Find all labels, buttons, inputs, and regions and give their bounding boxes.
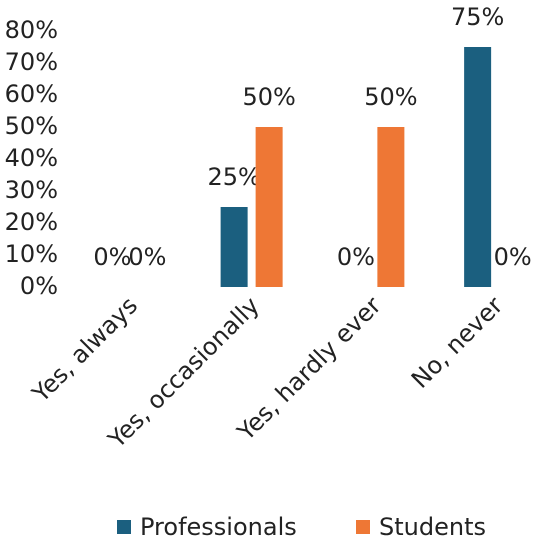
x-tick-label: Yes, always <box>26 291 143 408</box>
value-label: 50% <box>242 83 295 111</box>
value-label: 25% <box>207 163 260 191</box>
bar <box>377 127 405 287</box>
value-label: 0% <box>337 243 375 271</box>
value-label: 50% <box>364 83 417 111</box>
legend-label: Students <box>379 513 486 541</box>
value-label: 75% <box>451 3 504 31</box>
legend-swatch <box>356 520 370 534</box>
x-tick-label: No, never <box>406 291 508 393</box>
value-label: 0% <box>494 243 532 271</box>
bar <box>255 127 283 287</box>
y-tick-label: 10% <box>5 240 58 268</box>
y-tick-label: 70% <box>5 48 58 76</box>
y-tick-label: 60% <box>5 80 58 108</box>
legend-swatch <box>117 520 131 534</box>
y-tick-label: 20% <box>5 208 58 236</box>
y-tick-label: 40% <box>5 144 58 172</box>
legend-label: Professionals <box>140 513 297 541</box>
y-tick-label: 50% <box>5 112 58 140</box>
y-tick-label: 80% <box>5 16 58 44</box>
value-label: 0% <box>128 243 166 271</box>
value-label: 0% <box>93 243 131 271</box>
bar <box>464 47 492 287</box>
bar <box>220 207 248 287</box>
y-tick-label: 30% <box>5 176 58 204</box>
y-tick-label: 0% <box>20 272 58 300</box>
